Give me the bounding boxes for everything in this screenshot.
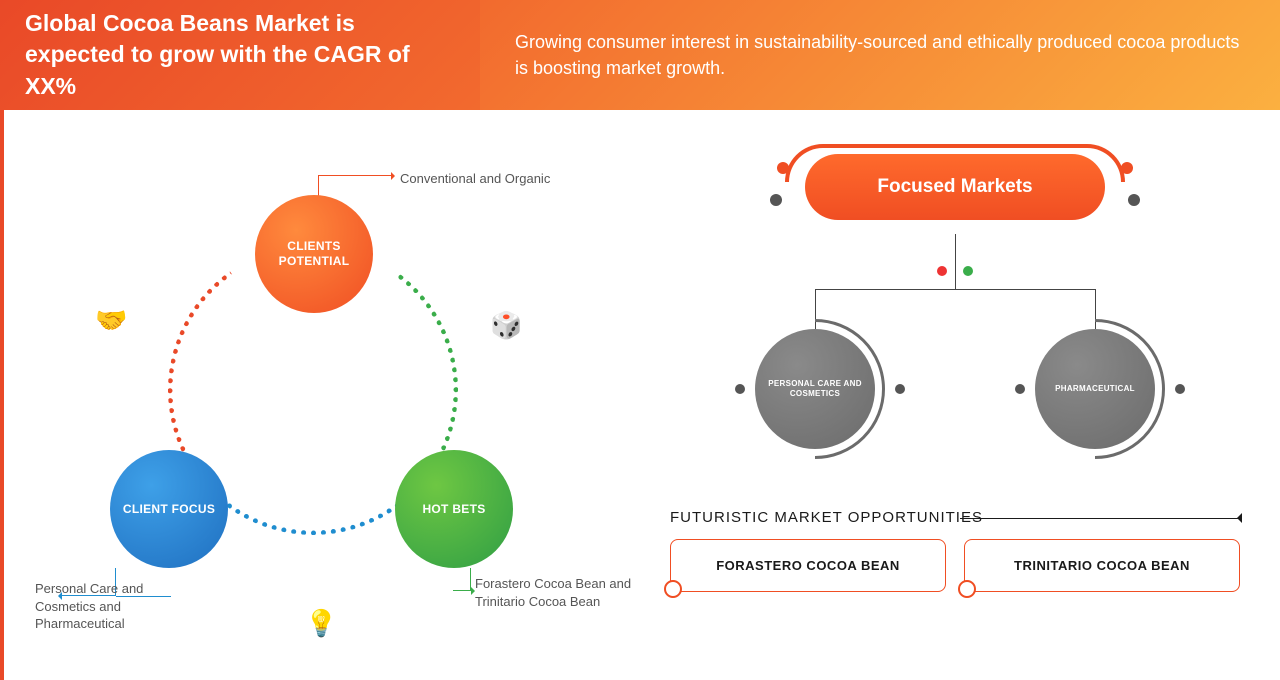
node-hot-bets: HOT BETS (395, 450, 513, 568)
futuristic-row: FORASTERO COCOA BEAN TRINITARIO COCOA BE… (670, 539, 1240, 592)
focused-markets-title: Focused Markets (877, 176, 1032, 198)
futuristic-item: TRINITARIO COCOA BEAN (964, 539, 1240, 592)
page-subtitle: Growing consumer interest in sustainabil… (515, 29, 1240, 81)
node-label: CLIENT FOCUS (123, 502, 215, 517)
side-dot (770, 194, 782, 206)
sub-node-pharma: PHARMACEUTICAL (1035, 329, 1155, 449)
connector (815, 289, 1095, 290)
arrow-left-icon (1232, 513, 1242, 523)
leader-line-hot-h (453, 590, 473, 591)
sub-node-personal-care: PERSONAL CARE AND COSMETICS (755, 329, 875, 449)
header-subtitle-block: Growing consumer interest in sustainabil… (480, 0, 1280, 110)
node-clients-potential: CLIENTS POTENTIAL (255, 195, 373, 313)
header-banner: Global Cocoa Beans Market is expected to… (0, 0, 1280, 110)
callout-potential: Conventional and Organic (400, 170, 600, 188)
side-dot (1175, 384, 1185, 394)
connector-dot-red (937, 266, 947, 276)
handshake-icon: 🤝 (95, 305, 127, 336)
side-dot (1015, 384, 1025, 394)
callout-focus: Personal Care and Cosmetics and Pharmace… (35, 580, 185, 633)
bulb-icon: 💡 (305, 608, 337, 639)
node-client-focus: CLIENT FOCUS (110, 450, 228, 568)
sub-node-label: PHARMACEUTICAL (1055, 384, 1135, 394)
connector (955, 234, 956, 289)
focused-markets-pill: Focused Markets (805, 154, 1105, 220)
side-dot (895, 384, 905, 394)
callout-hot: Forastero Cocoa Bean and Trinitario Coco… (475, 575, 635, 610)
arc-dot (1121, 162, 1133, 174)
connector-dot-green (963, 266, 973, 276)
circular-diagram: CLIENTS POTENTIAL CLIENT FOCUS HOT BETS … (0, 110, 640, 680)
node-label: CLIENTS POTENTIAL (255, 239, 373, 269)
sub-node-label: PERSONAL CARE AND COSMETICS (765, 379, 865, 400)
futuristic-item: FORASTERO COCOA BEAN (670, 539, 946, 592)
futuristic-heading: FUTURISTIC MARKET OPPORTUNITIES (670, 509, 1240, 526)
header-title-block: Global Cocoa Beans Market is expected to… (0, 0, 480, 110)
side-dot (1128, 194, 1140, 206)
right-panel: Focused Markets PERSONAL CARE AND COSMET… (640, 110, 1280, 680)
focused-markets-tree: Focused Markets PERSONAL CARE AND COSMET… (670, 154, 1240, 364)
futuristic-heading-text: FUTURISTIC MARKET OPPORTUNITIES (670, 509, 983, 526)
page-title: Global Cocoa Beans Market is expected to… (25, 8, 450, 101)
dice-icon: 🎲 (490, 310, 522, 341)
main-body: CLIENTS POTENTIAL CLIENT FOCUS HOT BETS … (0, 110, 1280, 680)
side-dot (735, 384, 745, 394)
leader-line-hot-v (453, 568, 471, 590)
node-label: HOT BETS (422, 502, 485, 517)
arc-dot (777, 162, 789, 174)
